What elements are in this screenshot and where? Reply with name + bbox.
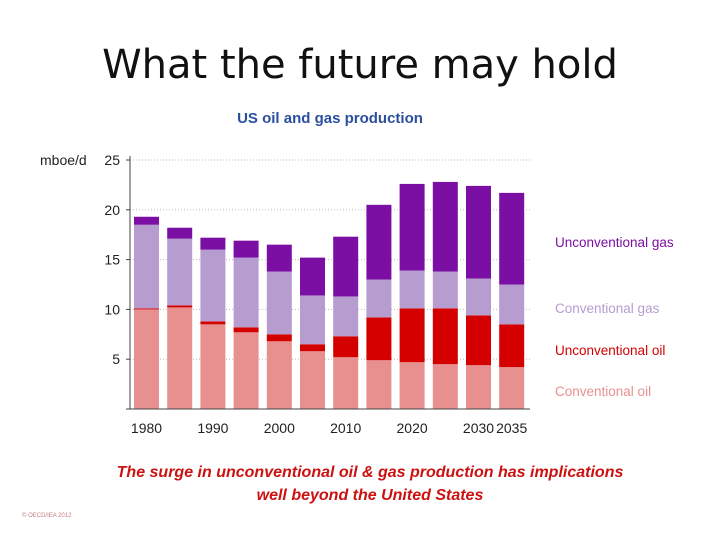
- bar-2030-unconventional-oil: [466, 315, 491, 366]
- bar-2035-unconventional-oil: [499, 324, 525, 368]
- bar-2005-unconventional-gas: [300, 257, 325, 296]
- bar-2020-unconventional-oil: [399, 308, 425, 363]
- bar-2030-unconventional-gas: [466, 185, 491, 279]
- bar-1985-unconventional-gas: [167, 227, 193, 239]
- bar-2010-unconventional-oil: [333, 336, 359, 358]
- axes: mboe/d: [40, 152, 530, 410]
- bar-2035-unconventional-gas: [499, 192, 525, 285]
- chart-caption: The surge in unconventional oil & gas pr…: [80, 461, 660, 507]
- legend-unconventional-oil: Unconventional oil: [555, 343, 665, 358]
- caption-line-2: well beyond the United States: [256, 487, 484, 504]
- bar-2035-conventional-oil: [499, 367, 525, 409]
- y-tick-label-20: 20: [104, 202, 120, 218]
- legend-conventional-gas: Conventional gas: [555, 301, 660, 316]
- bar-2010-unconventional-gas: [333, 236, 359, 297]
- bar-1995-unconventional-oil: [233, 327, 259, 333]
- bar-1995-conventional-gas: [233, 257, 259, 328]
- x-tick-label-2035: 2035: [496, 420, 527, 436]
- bar-1990-unconventional-oil: [200, 321, 226, 325]
- slide-title: What the future may hold: [102, 42, 618, 88]
- x-tick-label-2010: 2010: [330, 420, 361, 436]
- bar-1995-conventional-oil: [233, 332, 259, 409]
- x-tick-label-1990: 1990: [197, 420, 228, 436]
- bar-1980-conventional-gas: [134, 224, 159, 309]
- bar-2020-conventional-gas: [399, 270, 425, 309]
- y-tick-label-15: 15: [104, 252, 120, 268]
- x-tick-label-2030: 2030: [463, 420, 494, 436]
- copyright-notice: © OECD/IEA 2012: [22, 513, 72, 519]
- bar-2025-conventional-oil: [432, 364, 458, 409]
- bar-2035-conventional-gas: [499, 284, 525, 325]
- y-tick-label-5: 5: [112, 351, 120, 367]
- bar-2020-unconventional-gas: [399, 183, 425, 271]
- y-axis-label: mboe/d: [40, 152, 87, 168]
- legend-conventional-oil: Conventional oil: [555, 384, 651, 399]
- bars: [134, 181, 525, 409]
- caption-line-1: The surge in unconventional oil & gas pr…: [116, 464, 624, 481]
- bar-1980-conventional-oil: [134, 309, 159, 409]
- y-tick-label-10: 10: [104, 301, 120, 317]
- bar-1980-unconventional-gas: [134, 216, 159, 225]
- bar-2000-unconventional-oil: [266, 334, 292, 342]
- x-tick-label-2020: 2020: [397, 420, 428, 436]
- bar-2005-conventional-oil: [300, 351, 325, 409]
- bar-1985-unconventional-oil: [167, 305, 193, 308]
- chart-title: US oil and gas production: [237, 110, 423, 127]
- bar-2030-conventional-gas: [466, 278, 491, 316]
- bar-1990-conventional-oil: [200, 324, 226, 409]
- bar-2010-conventional-oil: [333, 357, 359, 409]
- bar-2025-unconventional-oil: [432, 308, 458, 365]
- bar-2000-unconventional-gas: [266, 244, 292, 272]
- x-tick-label-1980: 1980: [131, 420, 162, 436]
- bar-2030-conventional-oil: [466, 365, 491, 409]
- bar-2005-conventional-gas: [300, 295, 325, 345]
- gridlines: [126, 159, 530, 360]
- bar-2005-unconventional-oil: [300, 344, 325, 352]
- bar-2025-unconventional-gas: [432, 181, 458, 272]
- bar-1980-unconventional-oil: [134, 308, 159, 310]
- bar-1985-conventional-gas: [167, 238, 193, 306]
- x-tick-label-2000: 2000: [264, 420, 295, 436]
- bar-2000-conventional-oil: [266, 341, 292, 409]
- bar-2025-conventional-gas: [432, 271, 458, 309]
- bar-2000-conventional-gas: [266, 271, 292, 335]
- bar-2015-conventional-oil: [366, 360, 392, 409]
- y-tick-label-25: 25: [104, 152, 120, 168]
- bar-1990-unconventional-gas: [200, 237, 226, 250]
- bar-1995-unconventional-gas: [233, 240, 259, 258]
- bar-2010-conventional-gas: [333, 296, 359, 337]
- bar-1990-conventional-gas: [200, 249, 226, 322]
- bar-2020-conventional-oil: [399, 362, 425, 409]
- legend: Conventional oil Unconventional oil Conven…: [555, 235, 674, 399]
- bar-1985-conventional-oil: [167, 307, 193, 409]
- bar-2015-unconventional-gas: [366, 204, 392, 280]
- bar-2015-unconventional-oil: [366, 317, 392, 361]
- tick-labels: 5 10 15 20 25 1980 1990 2000 2010 2020 2030 2035: [104, 152, 527, 436]
- legend-unconventional-gas: Unconventional gas: [555, 235, 674, 250]
- bar-2015-conventional-gas: [366, 279, 392, 318]
